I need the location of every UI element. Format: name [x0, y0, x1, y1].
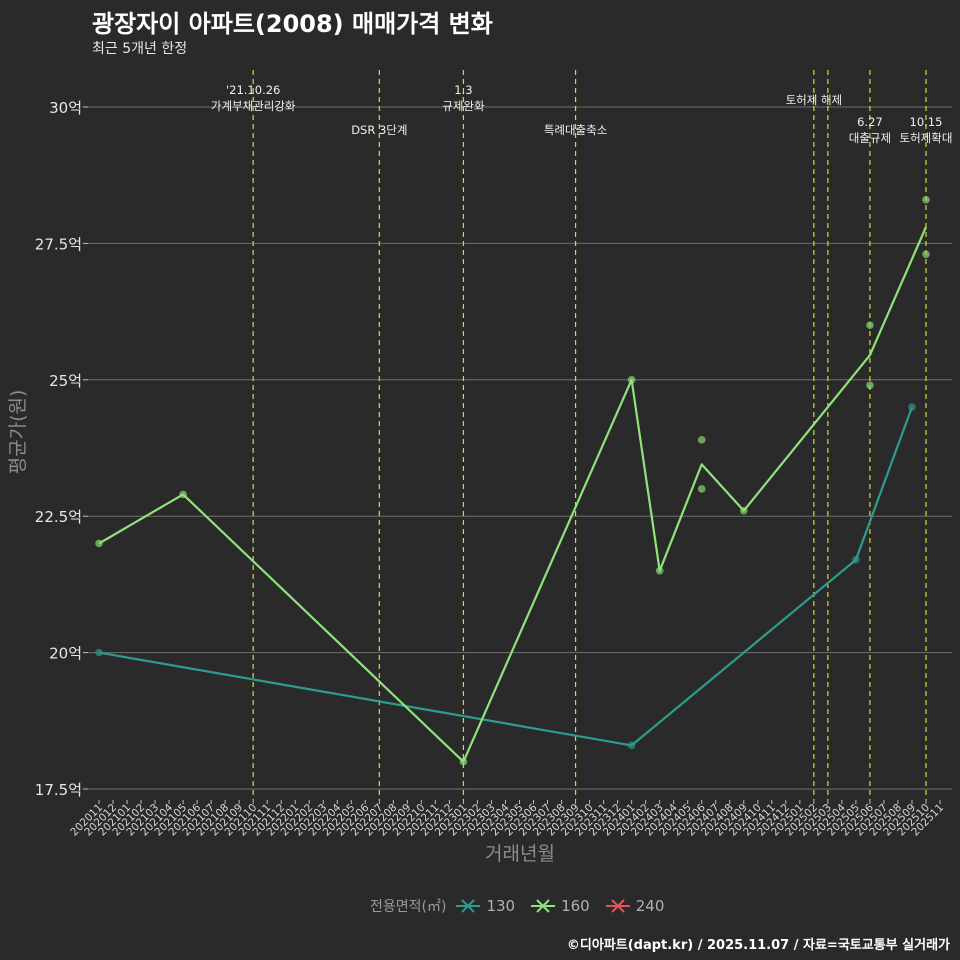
event-label: 토허제 해제 — [786, 93, 843, 107]
event-label: 특례대출축소 — [544, 123, 607, 137]
legend-item-240: 240 — [604, 896, 665, 916]
event-label: 규제완화 — [442, 99, 485, 113]
y-tick-label: 17.5억 — [35, 781, 82, 799]
legend-key-160-icon — [531, 899, 556, 913]
y-tick-label: 27.5억 — [35, 235, 82, 253]
event-label: 10.15 — [910, 115, 943, 129]
series-line-130 — [98, 406, 914, 747]
event-label: 가계부채관리강화 — [211, 99, 296, 113]
source-caption: ©디아파트(dapt.kr) / 2025.11.07 / 자료=국토교통부 실… — [566, 938, 950, 953]
legend: 전용면적(㎡) 130 160 240 — [370, 896, 678, 916]
data-point-160 — [627, 376, 636, 384]
legend-item-130: 130 — [454, 896, 515, 916]
legend-label-160: 160 — [561, 897, 590, 915]
event-label: '21.10.26 — [226, 83, 280, 97]
event-label: 토허제확대 — [900, 131, 953, 145]
event-label: DSR 3단계 — [351, 123, 407, 137]
data-point-160 — [866, 321, 874, 330]
event-label: 대출규제 — [849, 131, 891, 145]
legend-key-130-icon — [456, 899, 481, 913]
data-point-160 — [866, 381, 874, 390]
legend-item-160: 160 — [529, 896, 590, 916]
y-tick-label: 20억 — [49, 645, 82, 663]
data-point-160 — [459, 757, 468, 766]
legend-key-240-icon — [605, 899, 630, 913]
y-axis-title: 평균가(원) — [7, 390, 29, 475]
data-point-130 — [852, 556, 860, 564]
y-tick-label: 22.5억 — [35, 508, 82, 526]
event-label: 6.27 — [857, 115, 883, 129]
data-point-130 — [95, 648, 103, 657]
data-point-160 — [922, 250, 930, 259]
data-point-130 — [627, 741, 636, 750]
chart-title: 광장자이 아파트(2008) 매매가격 변화 — [92, 10, 493, 38]
legend-title: 전용면적(㎡) — [370, 899, 447, 915]
data-point-160 — [95, 539, 103, 548]
chart-subtitle: 최근 5개년 한정 — [92, 41, 188, 57]
legend-label-130: 130 — [486, 897, 516, 915]
data-point-160 — [697, 436, 706, 444]
data-point-160 — [179, 490, 187, 499]
data-point-160 — [739, 506, 748, 515]
series-line-160 — [98, 226, 928, 763]
y-tick-label: 25억 — [49, 372, 82, 390]
data-point-130 — [908, 403, 916, 411]
y-tick-label: 30억 — [49, 99, 82, 117]
data-point-160 — [922, 195, 930, 204]
data-point-160 — [655, 566, 664, 575]
event-label: 1.3 — [454, 83, 472, 97]
legend-label-240: 240 — [635, 897, 665, 915]
data-point-160 — [697, 485, 706, 493]
x-axis-title: 거래년월 — [485, 843, 555, 865]
